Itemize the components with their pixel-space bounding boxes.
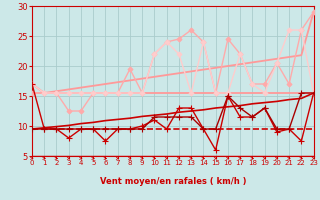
X-axis label: Vent moyen/en rafales ( km/h ): Vent moyen/en rafales ( km/h ) [100, 177, 246, 186]
